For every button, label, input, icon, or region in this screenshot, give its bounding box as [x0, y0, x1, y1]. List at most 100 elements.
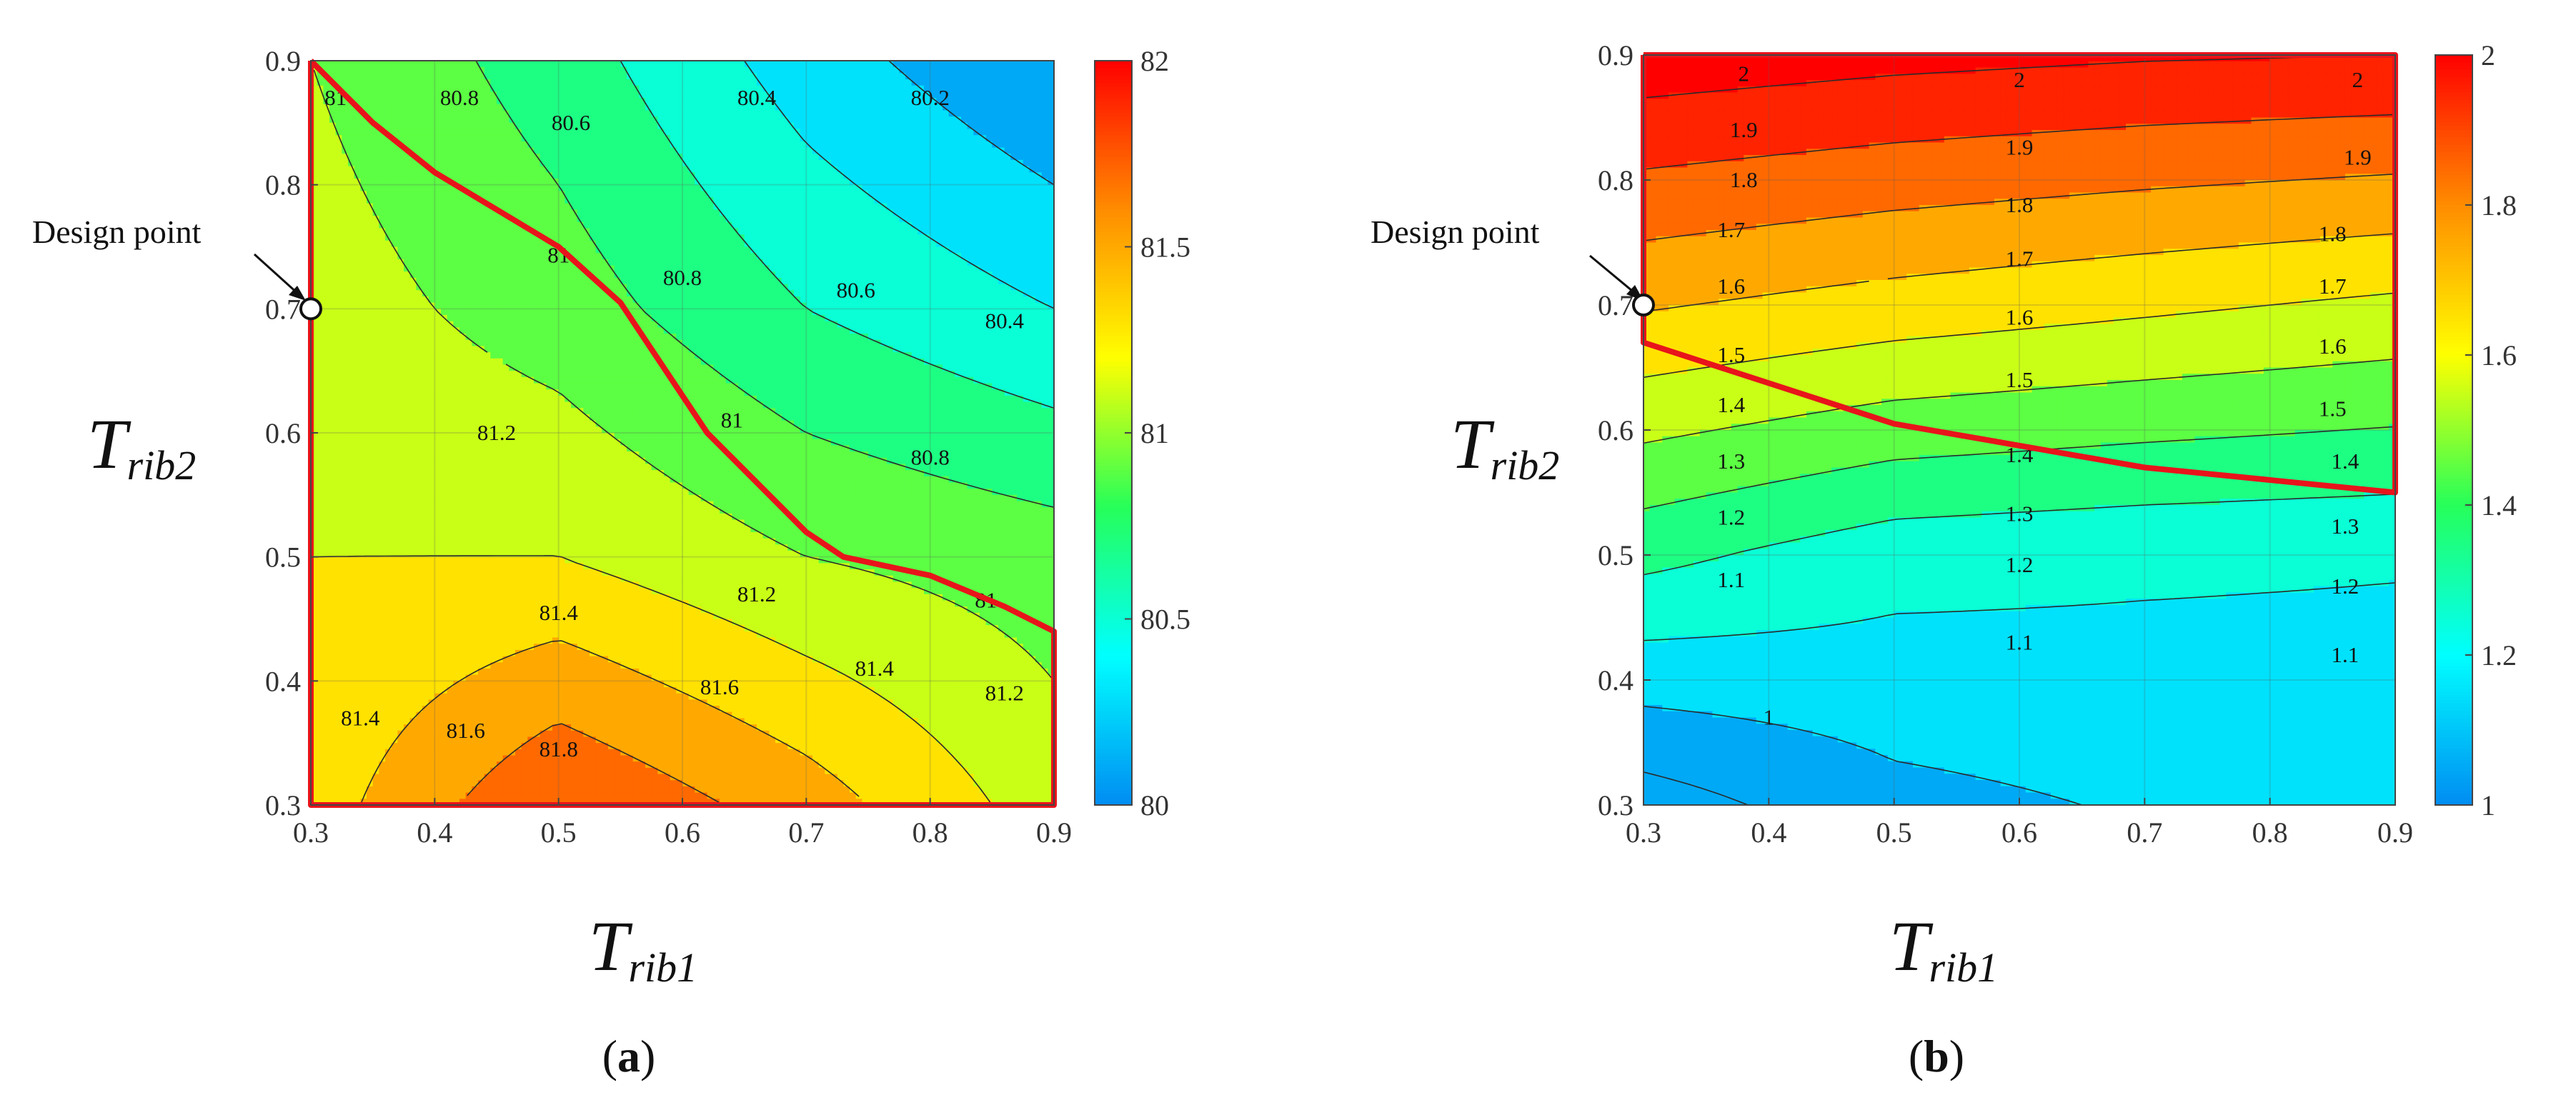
heat-cell — [701, 91, 707, 98]
heat-cell — [936, 61, 943, 67]
heat-cell — [422, 73, 429, 79]
heat-cell — [992, 110, 998, 116]
heat-cell — [404, 129, 410, 136]
heat-cell — [775, 61, 782, 67]
heat-cell — [571, 135, 577, 141]
heat-cell — [769, 110, 775, 116]
heat-cell — [565, 91, 571, 98]
heat-cell — [657, 79, 664, 86]
heat-cell — [472, 116, 478, 123]
heat-cell — [794, 86, 800, 92]
heat-cell — [360, 86, 367, 92]
heat-cell — [410, 86, 417, 92]
heat-cell — [397, 110, 404, 116]
heat-cell — [342, 73, 348, 79]
heat-cell — [843, 104, 850, 111]
heat-cell — [422, 79, 429, 86]
heat-cell — [410, 73, 417, 79]
heat-cell — [812, 79, 819, 86]
heat-cell — [812, 104, 819, 111]
heat-cell — [434, 135, 441, 141]
heat-cell — [416, 61, 422, 67]
heat-cell — [862, 73, 868, 79]
heat-cell — [490, 104, 497, 111]
heat-cell — [893, 104, 900, 111]
heat-cell — [812, 110, 819, 116]
heat-cell — [912, 73, 918, 79]
heat-cell — [367, 61, 373, 67]
heat-cell — [577, 98, 584, 104]
heat-cell — [880, 116, 887, 123]
heat-cell — [850, 73, 856, 79]
heat-cell — [559, 86, 565, 92]
heat-cell — [615, 98, 621, 104]
heat-cell — [843, 86, 850, 92]
heat-cell — [973, 79, 980, 86]
heat-cell — [856, 123, 862, 129]
heat-cell — [602, 79, 608, 86]
heat-cell — [720, 123, 726, 129]
heat-cell — [373, 98, 379, 104]
heat-cell — [608, 129, 615, 136]
heat-cell — [917, 61, 924, 67]
heat-cell — [682, 86, 689, 92]
heat-cell — [726, 86, 732, 92]
heat-cell — [682, 61, 689, 67]
heat-cell — [459, 67, 466, 74]
heat-cell — [862, 79, 868, 86]
heat-cell — [992, 91, 998, 98]
heat-cell — [806, 79, 812, 86]
heat-cell — [434, 73, 441, 79]
heat-cell — [949, 67, 955, 74]
heat-cell — [590, 73, 596, 79]
heat-cell — [880, 91, 887, 98]
heat-cell — [392, 110, 398, 116]
heat-cell — [819, 86, 825, 92]
heat-cell — [348, 129, 354, 136]
heat-cell — [639, 116, 645, 123]
heat-cell — [917, 73, 924, 79]
heat-cell — [373, 86, 379, 92]
heat-cell — [571, 67, 577, 74]
heat-cell — [657, 98, 664, 104]
heat-cell — [682, 104, 689, 111]
heat-cell — [806, 110, 812, 116]
heat-cell — [329, 129, 336, 136]
heat-cell — [738, 123, 745, 129]
heat-cell — [732, 129, 738, 136]
heat-cell — [850, 79, 856, 86]
heat-cell — [447, 110, 454, 116]
heat-cell — [577, 86, 584, 92]
heat-cell — [670, 135, 677, 141]
heat-cell — [695, 86, 701, 92]
heat-cell — [583, 135, 590, 141]
heat-cell — [812, 129, 819, 136]
heat-cell — [590, 61, 596, 67]
heat-cell — [571, 98, 577, 104]
heat-cell — [980, 110, 986, 116]
heat-cell — [329, 67, 336, 74]
heat-cell — [1035, 110, 1042, 116]
heat-cell — [546, 98, 552, 104]
heat-cell — [837, 104, 844, 111]
heat-cell — [459, 116, 466, 123]
heat-cell — [992, 98, 998, 104]
heat-cell — [410, 110, 417, 116]
heat-cell — [441, 123, 447, 129]
heat-cell — [812, 123, 819, 129]
heat-cell — [602, 98, 608, 104]
heat-cell — [856, 129, 862, 136]
heat-cell — [441, 73, 447, 79]
heat-cell — [1042, 129, 1048, 136]
heat-cell — [615, 61, 621, 67]
heat-cell — [880, 123, 887, 129]
heat-cell — [392, 104, 398, 111]
heat-cell — [1042, 116, 1048, 123]
heat-cell — [757, 73, 763, 79]
heat-cell — [732, 61, 738, 67]
heat-cell — [806, 86, 812, 92]
heat-cell — [540, 91, 547, 98]
heat-cell — [348, 67, 354, 74]
heat-cell — [899, 79, 905, 86]
heat-cell — [936, 73, 943, 79]
